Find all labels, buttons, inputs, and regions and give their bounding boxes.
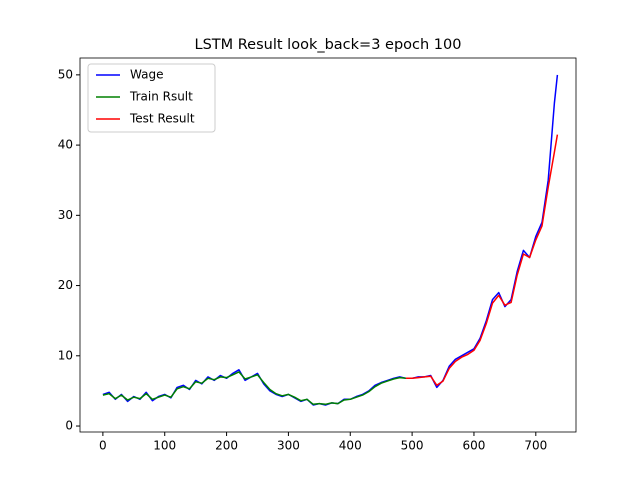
line-series xyxy=(102,371,406,406)
y-tick-label: 40 xyxy=(58,138,73,152)
x-tick-label: 0 xyxy=(99,439,107,453)
x-tick-label: 400 xyxy=(339,439,362,453)
y-tick-label: 10 xyxy=(58,348,73,362)
legend-label: Test Result xyxy=(129,112,195,126)
x-tick-label: 200 xyxy=(215,439,238,453)
x-tick-label: 700 xyxy=(524,439,547,453)
x-tick-label: 600 xyxy=(463,439,486,453)
y-tick-label: 50 xyxy=(58,67,73,81)
y-tick-label: 0 xyxy=(65,419,73,433)
line-series xyxy=(405,134,559,387)
x-tick-label: 100 xyxy=(153,439,176,453)
chart-title: LSTM Result look_back=3 epoch 100 xyxy=(195,37,462,53)
y-tick-label: 30 xyxy=(58,208,73,222)
y-tick-label: 20 xyxy=(58,278,73,292)
legend-label: Train Rsult xyxy=(129,90,193,104)
axes-frame xyxy=(79,57,577,433)
x-tick-label: 500 xyxy=(401,439,424,453)
x-tick-label: 300 xyxy=(277,439,300,453)
legend-box xyxy=(87,63,216,133)
legend-label: Wage xyxy=(130,68,163,82)
